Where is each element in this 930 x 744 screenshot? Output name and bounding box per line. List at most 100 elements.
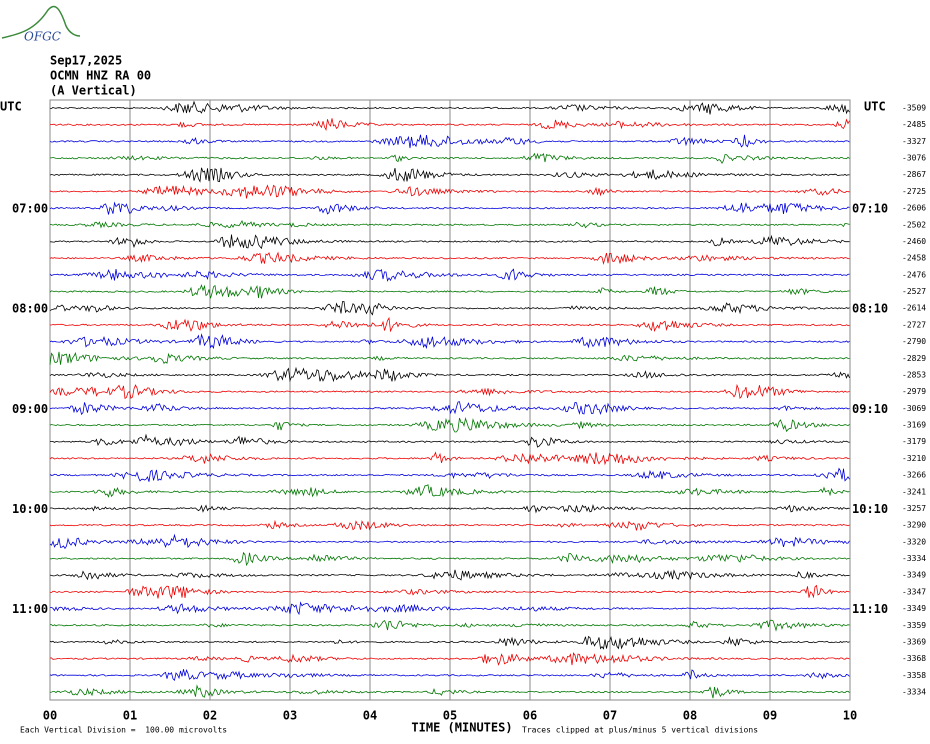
row-offset: -3349 bbox=[902, 571, 926, 580]
left-time-label: 07:00 bbox=[12, 202, 48, 216]
trace bbox=[49, 584, 850, 600]
row-offset: -2979 bbox=[902, 387, 926, 396]
row-offset: -3358 bbox=[902, 671, 926, 680]
trace bbox=[50, 316, 850, 333]
trace bbox=[49, 366, 850, 383]
trace bbox=[49, 551, 850, 567]
x-tick-label: 10 bbox=[843, 709, 857, 723]
trace bbox=[49, 569, 850, 581]
trace bbox=[49, 251, 850, 266]
row-offset: -3210 bbox=[902, 454, 926, 463]
row-offset: -2458 bbox=[902, 254, 926, 263]
row-offset: -2727 bbox=[902, 320, 926, 329]
row-offset: -3069 bbox=[902, 404, 926, 413]
row-offset: -3179 bbox=[902, 437, 926, 446]
trace bbox=[49, 451, 850, 466]
trace bbox=[49, 401, 850, 416]
row-offset: -3349 bbox=[902, 604, 926, 613]
scale-note: Each Vertical Division = 100.00 microvol… bbox=[20, 726, 227, 735]
x-tick-label: 04 bbox=[363, 709, 377, 723]
trace bbox=[49, 619, 850, 632]
row-offset: -3334 bbox=[902, 688, 926, 697]
row-offset: -3169 bbox=[902, 421, 926, 430]
row-offset: -3327 bbox=[902, 137, 926, 146]
trace bbox=[49, 134, 850, 149]
row-offset: -2790 bbox=[902, 337, 926, 346]
trace bbox=[49, 219, 850, 229]
trace bbox=[49, 268, 850, 282]
trace bbox=[50, 118, 850, 131]
x-tick-label: 07 bbox=[603, 709, 617, 723]
clip-note: Traces clipped at plus/minus 5 vertical … bbox=[522, 726, 758, 735]
x-axis-title: TIME (MINUTES) bbox=[411, 721, 512, 735]
trace bbox=[49, 167, 850, 183]
trace bbox=[49, 100, 850, 115]
trace bbox=[49, 484, 850, 498]
x-tick-label: 03 bbox=[283, 709, 297, 723]
row-offset: -2460 bbox=[902, 237, 926, 246]
logo-curve bbox=[1, 5, 81, 39]
row-offset: -3076 bbox=[902, 154, 926, 163]
trace bbox=[50, 152, 850, 165]
trace bbox=[49, 333, 850, 350]
logo: OFGC bbox=[1, 5, 81, 44]
trace bbox=[49, 519, 850, 531]
trace bbox=[49, 301, 850, 316]
x-tick-label: 09 bbox=[763, 709, 777, 723]
trace bbox=[49, 201, 850, 215]
trace bbox=[49, 467, 850, 482]
row-offset: -2527 bbox=[902, 287, 926, 296]
component: (A Vertical) bbox=[50, 84, 137, 98]
x-tick-label: 05 bbox=[443, 709, 457, 723]
row-offset: -3509 bbox=[902, 104, 926, 113]
row-offset: -3369 bbox=[902, 637, 926, 646]
logo-text: OFGC bbox=[24, 30, 61, 44]
row-offset: -3266 bbox=[902, 471, 926, 480]
x-tick-label: 08 bbox=[683, 709, 697, 723]
row-offset: -3241 bbox=[902, 487, 926, 496]
right-time-label: 09:10 bbox=[852, 402, 888, 416]
right-axis-title: UTC bbox=[864, 100, 886, 114]
trace bbox=[49, 234, 850, 250]
left-time-label: 10:00 bbox=[12, 502, 48, 516]
trace bbox=[49, 416, 850, 433]
row-offset: -3359 bbox=[902, 621, 926, 630]
trace bbox=[49, 652, 850, 666]
row-offset: -2725 bbox=[902, 187, 926, 196]
trace bbox=[49, 533, 850, 550]
right-time-label: 08:10 bbox=[852, 302, 888, 316]
row-offset: -2485 bbox=[902, 120, 926, 129]
trace bbox=[49, 635, 850, 650]
right-time-label: 10:10 bbox=[852, 502, 888, 516]
station: OCMN HNZ RA 00 bbox=[50, 69, 151, 83]
plot: 00 01 02 03 04 05 06 07 08 09 10 -3509 -2485 -3327 -30… bbox=[12, 99, 926, 723]
plot-frame bbox=[49, 99, 851, 701]
row-offset: -3334 bbox=[902, 554, 926, 563]
trace bbox=[49, 184, 850, 199]
trace bbox=[50, 433, 850, 448]
right-time-label: 07:10 bbox=[852, 202, 888, 216]
date: Sep17,2025 bbox=[50, 54, 122, 68]
left-time-label: 08:00 bbox=[12, 302, 48, 316]
row-offset: -2606 bbox=[902, 204, 926, 213]
trace bbox=[50, 601, 850, 616]
trace bbox=[49, 283, 850, 299]
row-offset: -2867 bbox=[902, 170, 926, 179]
trace bbox=[49, 503, 850, 514]
row-offset: -2476 bbox=[902, 270, 926, 279]
row-offset: -3290 bbox=[902, 521, 926, 530]
row-offset: -3347 bbox=[902, 587, 926, 596]
trace bbox=[49, 669, 850, 681]
x-tick-label: 01 bbox=[123, 709, 137, 723]
trace bbox=[49, 684, 850, 699]
trace bbox=[49, 383, 850, 400]
right-time-label: 11:10 bbox=[852, 602, 888, 616]
row-offset: -3320 bbox=[902, 537, 926, 546]
left-axis-title: UTC bbox=[0, 100, 22, 114]
row-offset: -3257 bbox=[902, 504, 926, 513]
row-offset: -2614 bbox=[902, 304, 926, 313]
x-tick-label: 06 bbox=[523, 709, 537, 723]
row-offset: -2829 bbox=[902, 354, 926, 363]
x-tick-label: 00 bbox=[43, 709, 57, 723]
